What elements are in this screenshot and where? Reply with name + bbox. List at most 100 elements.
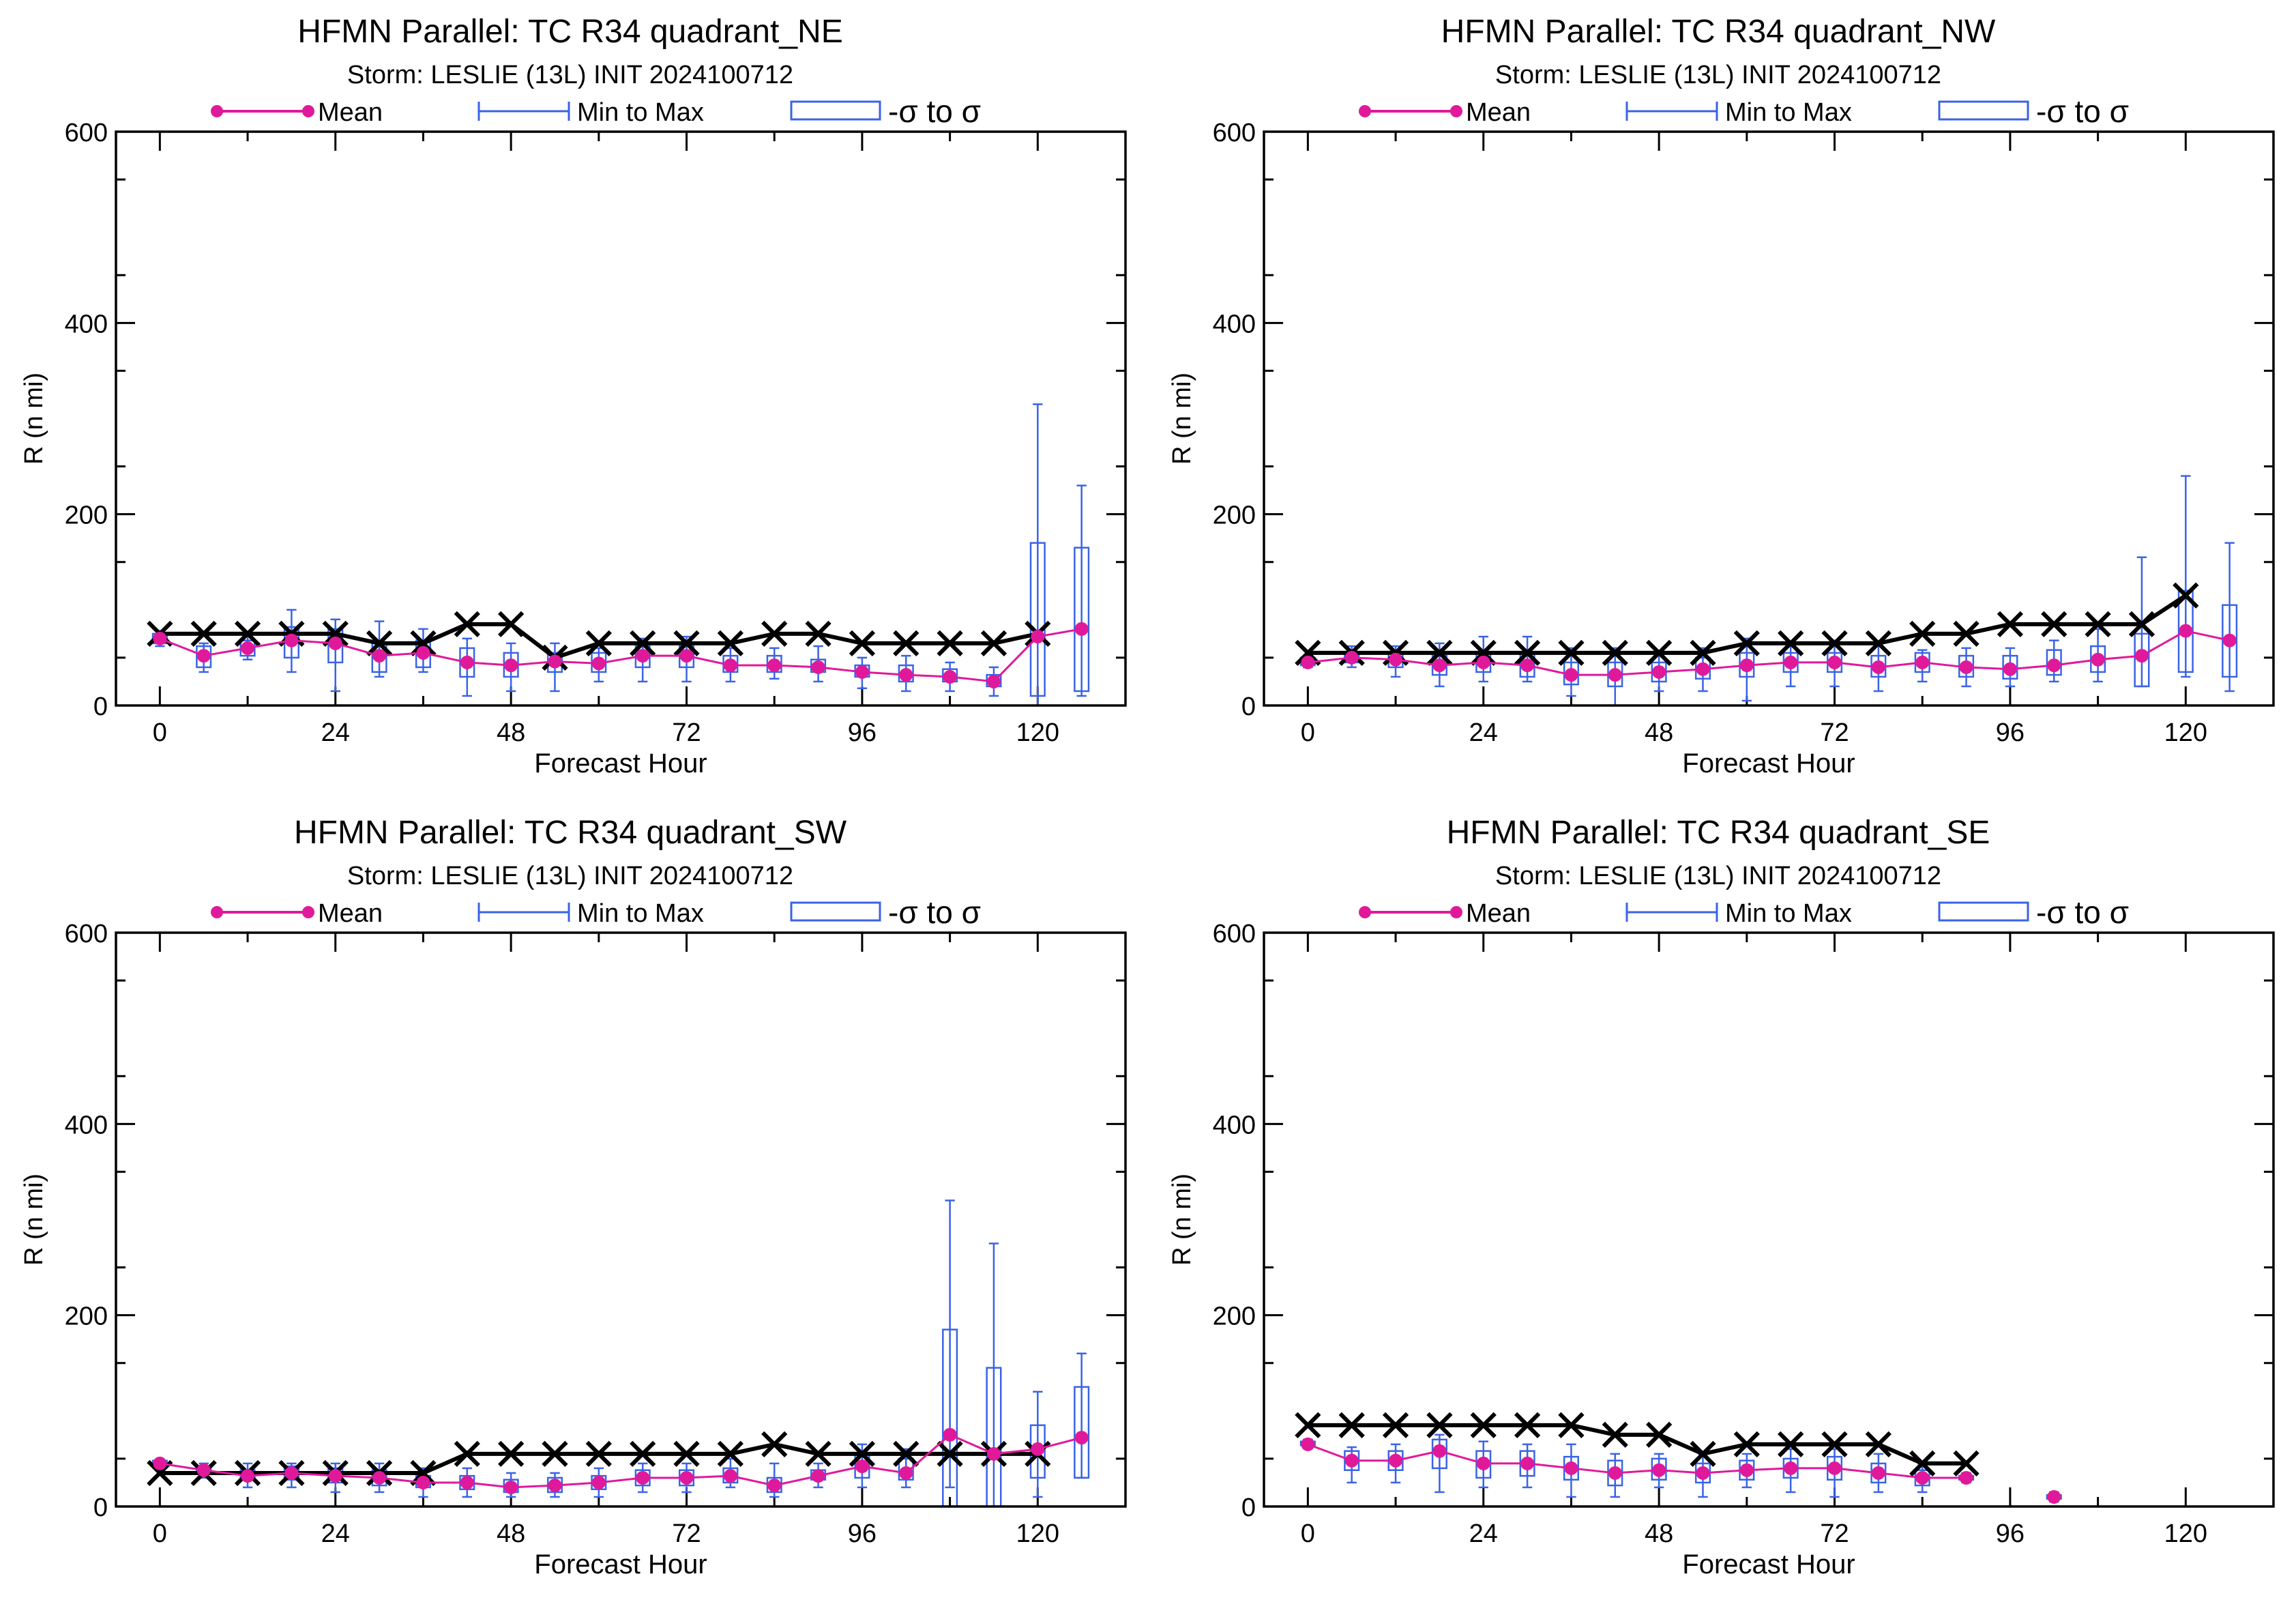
y-tick-label: 400 [65,1111,108,1139]
x-axis-label: Forecast Hour [534,1549,707,1579]
x-tick-label: 48 [497,1519,525,1548]
mean-marker [855,1459,869,1474]
y-tick-label: 400 [1213,310,1256,338]
legend-mean-marker [211,105,223,117]
mean-marker [1389,1453,1403,1468]
observed-marker [1514,639,1541,667]
observed-marker [1690,1440,1716,1468]
x-axis-label: Forecast Hour [534,748,707,778]
mean-marker [1915,1470,1930,1485]
mean-line [1308,630,2230,676]
mean-marker [899,1466,913,1480]
observed-marker [1426,639,1453,667]
x-tick-label: 48 [1645,718,1673,747]
x-tick-label: 24 [1469,718,1498,747]
observed-marker [2173,582,2199,609]
mean-marker [1344,650,1359,665]
mean-marker [986,1446,1001,1461]
y-tick-label: 400 [1213,1111,1256,1139]
observed-marker [1602,639,1628,667]
mean-marker [591,656,606,671]
legend-range-label: Min to Max [1725,899,1852,928]
legend-mean-marker [1450,906,1462,918]
y-tick-label: 0 [93,1494,108,1522]
mean-marker [943,1427,957,1442]
observed-marker [2041,611,2067,637]
observed-marker [2128,611,2155,637]
mean-marker [855,665,869,679]
observed-marker [630,630,656,657]
x-tick-label: 96 [1996,718,2025,747]
x-tick-label: 48 [497,718,525,747]
legend-mean-marker [1359,906,1371,918]
x-tick-label: 96 [1996,1519,2025,1548]
mean-marker [1959,660,1973,674]
data-layer [147,1199,1090,1506]
observed-marker [1953,620,1979,647]
observed-marker [1602,1421,1628,1448]
observed-marker [1778,630,1804,657]
mean-marker [416,645,430,660]
y-tick-label: 0 [1241,693,1256,721]
observed-marker [1470,639,1497,667]
mean-marker [636,649,650,663]
x-tick-label: 120 [1016,718,1059,747]
observed-marker [805,620,831,647]
legend-sigma-box [790,100,881,121]
mean-marker [460,1475,474,1489]
legend-sigma-box [1938,901,2029,922]
observed-marker [2085,611,2111,637]
mean-marker [196,1463,211,1477]
observed-marker [893,630,919,657]
observed-marker [1426,1412,1453,1438]
observed-marker [849,1440,876,1468]
mean-marker [372,1470,387,1485]
legend-mean-label: Mean [318,899,383,928]
observed-line [1308,1423,1967,1466]
observed-marker [937,1440,963,1468]
y-tick-label: 200 [65,501,108,530]
chart-subtitle: Storm: LESLIE (13L) INIT 2024100712 [1495,61,1941,89]
mean-marker [1564,668,1578,682]
observed-marker [410,630,437,657]
x-tick-label: 24 [321,718,350,747]
mean-marker [1301,655,1315,669]
observed-marker [454,1440,480,1468]
observed-marker [498,611,525,637]
observed-marker [366,630,393,657]
observed-marker [1821,630,1848,657]
observed-marker [1338,1412,1365,1438]
chart-subtitle: Storm: LESLIE (13L) INIT 2024100712 [347,61,793,89]
legend-sigma-label: -σ to σ [2036,93,2129,129]
mean-marker [1031,1442,1045,1456]
mean-marker [1520,1456,1535,1470]
observed-marker [1909,620,1936,647]
mean-marker [2134,649,2149,663]
mean-marker [460,655,474,669]
x-tick-label: 24 [1469,1519,1498,1548]
legend-sigma-label: -σ to σ [2036,894,2129,930]
mean-line [160,1433,1083,1489]
mean-marker [1074,622,1089,636]
chart-subtitle: Storm: LESLIE (13L) INIT 2024100712 [1495,862,1941,890]
chart-subtitle: Storm: LESLIE (13L) INIT 2024100712 [347,862,793,890]
mean-marker [1784,1461,1798,1475]
mean-marker [284,633,299,647]
mean-marker [723,1469,737,1483]
mean-marker [1564,1461,1578,1475]
x-axis-label: Forecast Hour [1682,1549,1855,1579]
observed-marker [1865,630,1892,657]
mean-marker [2003,662,2017,676]
mean-marker [504,1480,518,1494]
mean-marker [811,660,825,674]
chart-title: HFMN Parallel: TC R34 quadrant_SW [294,815,847,851]
observed-marker [1865,1431,1892,1458]
mean-line [159,628,1082,683]
mean-marker [1652,665,1666,679]
legend-sigma-label: -σ to σ [888,93,981,129]
chart-title: HFMN Parallel: TC R34 quadrant_SE [1447,815,1990,851]
observed-marker [498,1440,525,1468]
mean-marker [1827,655,1842,669]
plot-frame [1263,931,2275,1508]
